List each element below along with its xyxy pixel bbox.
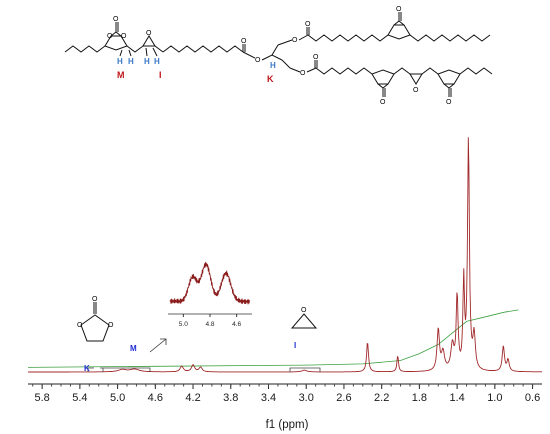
ethylene-carbonate-structure — [80, 302, 110, 342]
x-tick-label: 3.4 — [261, 392, 276, 404]
atom-o: O — [113, 16, 119, 23]
inset-spectrum-line — [169, 261, 251, 305]
atom-o: O — [241, 38, 247, 45]
lower-tail — [459, 67, 493, 75]
x-tick-label: 1.0 — [487, 392, 502, 404]
atom-h: H — [117, 57, 123, 66]
epoxide-left — [142, 35, 164, 53]
carbonate-ring-lower-1 — [371, 69, 395, 97]
atom-o: O — [396, 6, 402, 13]
atom-o: O — [108, 322, 114, 329]
atom-h: H — [128, 57, 134, 66]
molecule-label-k: K — [267, 74, 274, 84]
integration-brackets — [87, 367, 321, 372]
x-tick-label: 2.6 — [336, 392, 351, 404]
atom-o: O — [146, 30, 152, 37]
atom-o: O — [107, 33, 113, 40]
atom-o: O — [300, 70, 306, 77]
inset-tick-label: 4.8 — [205, 321, 214, 328]
atom-o: O — [305, 21, 311, 28]
spectrum-label-m: M — [130, 344, 137, 353]
x-axis-title: f1 (ppm) — [266, 419, 309, 431]
spectrum-line — [28, 137, 542, 373]
lower-chain — [315, 67, 373, 75]
left-alkyl-chain — [64, 45, 106, 53]
x-tick-label: 3.0 — [299, 392, 314, 404]
x-tick-label: 1.4 — [449, 392, 464, 404]
molecule-label-i: I — [159, 70, 162, 80]
inset-zoom: 5.0 4.8 4.6 — [168, 261, 252, 328]
glycerol-core — [261, 54, 283, 61]
inset-tick-label: 4.6 — [232, 321, 241, 328]
atom-o: O — [255, 57, 261, 64]
inset-arrow — [149, 338, 167, 353]
spectrum-label-k: K — [84, 364, 90, 373]
x-tick-label: 0.6 — [525, 392, 540, 404]
x-tick-label: 2.2 — [374, 392, 389, 404]
x-tick-label: 4.2 — [185, 392, 200, 404]
epoxide-lower — [409, 73, 423, 85]
spectrum-label-i: I — [294, 341, 296, 350]
atom-o: O — [92, 296, 98, 303]
x-tick-label: 3.8 — [223, 392, 238, 404]
molecule-label-m: M — [117, 70, 125, 80]
atom-h: H — [154, 57, 160, 66]
x-axis-ticks: 5.8 5.4 5.0 4.6 4.2 3.8 3.4 3.0 2.6 2.2 1.8 1.4 1.0 0… — [32, 384, 540, 404]
atom-o: O — [380, 99, 386, 106]
atom-h: H — [144, 57, 150, 66]
atom-o: O — [301, 307, 307, 314]
carbonate-ring-lower-2 — [437, 69, 461, 97]
x-tick-label: 1.8 — [412, 392, 427, 404]
atom-o: O — [77, 322, 83, 329]
inset-ticks: 5.0 4.8 4.6 — [179, 314, 242, 328]
upper-chain — [307, 34, 389, 42]
nmr-plot: 5.8 5.4 5.0 4.6 4.2 3.8 3.4 3.0 2.6 2.2 1.8 1.4 1.0 0… — [27, 137, 542, 431]
carbonate-ring-upper — [387, 12, 411, 40]
atom-o: O — [313, 54, 319, 61]
upper-tail — [409, 34, 491, 42]
lower-linker — [393, 67, 411, 75]
atom-h: H — [270, 61, 276, 70]
atom-o: O — [446, 99, 452, 106]
ethylene-oxide-structure — [290, 313, 318, 329]
x-tick-label: 5.8 — [34, 392, 49, 404]
x-tick-label: 4.6 — [148, 392, 163, 404]
atom-o: O — [121, 33, 127, 40]
carbonate-ring-left — [104, 22, 128, 51]
middle-chain — [162, 45, 244, 53]
integral-curve — [27, 309, 519, 368]
linker — [126, 45, 144, 53]
x-tick-label: 5.0 — [110, 392, 125, 404]
atom-o: O — [292, 37, 298, 44]
atom-o: O — [413, 87, 419, 94]
molecular-structure: O O O O H H H H O O H O — [64, 6, 493, 106]
lower-linker-2 — [421, 67, 439, 75]
x-tick-label: 5.4 — [72, 392, 87, 404]
inset-tick-label: 5.0 — [179, 321, 188, 328]
